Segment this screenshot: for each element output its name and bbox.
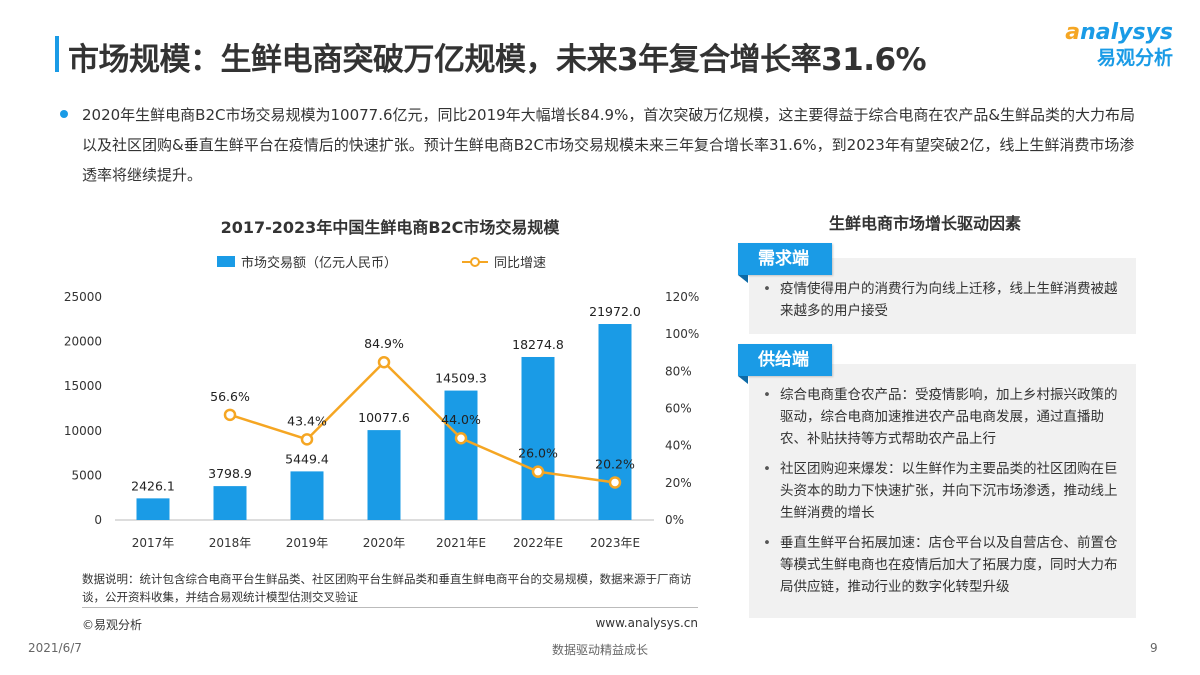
- analysys-logo: analysys 易观分析: [1065, 20, 1173, 69]
- legend-line-swatch: [462, 256, 488, 267]
- x-tick-label: 2020年: [363, 536, 406, 550]
- supply-item: 垂直生鲜平台拓展加速：店仓平台以及自营店仓、前置仓等模式生鲜电商也在疫情后加大了…: [763, 532, 1118, 598]
- legend-bar: 市场交易额（亿元人民币）: [217, 252, 397, 271]
- bar-data-label: 5449.4: [285, 451, 329, 466]
- bar: [444, 390, 478, 520]
- line-point: [454, 431, 468, 445]
- y-right-tick-label: 40%: [665, 439, 692, 453]
- line-data-label: 43.4%: [287, 413, 327, 428]
- bar-data-label: 2426.1: [131, 478, 175, 493]
- bar: [213, 486, 247, 520]
- bar-data-label: 10077.6: [358, 410, 410, 425]
- bar: [521, 356, 555, 520]
- x-tick-label: 2023年E: [590, 536, 640, 550]
- y-left-tick-label: 25000: [64, 290, 102, 304]
- demand-tag: 需求端: [738, 243, 832, 283]
- bar-data-label: 21972.0: [589, 304, 641, 319]
- page-title: 市场规模：生鲜电商突破万亿规模，未来3年复合增长率31.6%: [68, 42, 927, 78]
- line-point: [531, 465, 545, 478]
- bar-data-label: 18274.8: [512, 337, 564, 352]
- line-data-label: 84.9%: [364, 336, 404, 351]
- chart-note: 数据说明：统计包含综合电商平台生鲜品类、社区团购平台生鲜品类和垂直生鲜电商平台的…: [82, 572, 692, 604]
- demand-item: 疫情使得用户的消费行为向线上迁移，线上生鲜消费被越来越多的用户接受: [763, 278, 1118, 322]
- line-point: [223, 408, 237, 422]
- divider: [82, 607, 698, 608]
- line-data-label: 44.0%: [441, 412, 481, 427]
- x-tick-label: 2017年: [132, 536, 175, 550]
- y-right-tick-label: 80%: [665, 364, 692, 378]
- growth-line: [229, 360, 616, 484]
- y-right-tick-label: 100%: [665, 327, 699, 341]
- line-data-label: 20.2%: [595, 456, 635, 471]
- y-left-tick-label: 0: [94, 513, 102, 527]
- x-tick-label: 2022年E: [513, 536, 563, 550]
- drivers-title: 生鲜电商市场增长驱动因素: [828, 214, 1021, 233]
- y-right-tick-label: 0%: [665, 513, 684, 527]
- footer-date: 2021/6/7: [28, 641, 82, 655]
- y-right-tick-label: 20%: [665, 476, 692, 490]
- supply-item: 综合电商重仓农产品：受疫情影响，加上乡村振兴政策的驱动，综合电商加速推进农产品电…: [763, 384, 1118, 450]
- y-right-tick-label: 120%: [665, 290, 699, 304]
- supply-tag: 供给端: [738, 344, 832, 384]
- x-tick-label: 2021年E: [436, 536, 486, 550]
- y-right-tick-label: 60%: [665, 402, 692, 416]
- title-accent-bar: [55, 36, 59, 72]
- line-data-label: 56.6%: [210, 389, 250, 404]
- y-left-tick-label: 20000: [64, 335, 102, 349]
- legend-bar-swatch: [217, 256, 235, 267]
- chart-site: www.analysys.cn: [595, 616, 698, 630]
- bar: [136, 498, 170, 520]
- x-tick-label: 2019年: [286, 536, 329, 550]
- demand-box: 疫情使得用户的消费行为向线上迁移，线上生鲜消费被越来越多的用户接受: [749, 258, 1136, 334]
- y-left-tick-label: 5000: [71, 468, 102, 482]
- line-point: [608, 476, 622, 489]
- line-point: [377, 355, 391, 369]
- bar: [290, 471, 324, 520]
- bar: [598, 324, 632, 520]
- y-left-tick-label: 10000: [64, 424, 102, 438]
- footer-slogan: 数据驱动精益成长: [551, 643, 648, 657]
- line-data-label: 26.0%: [518, 446, 558, 461]
- y-left-tick-label: 15000: [64, 379, 102, 393]
- chart-copyright: ©易观分析: [82, 618, 143, 632]
- line-point: [300, 433, 314, 446]
- x-tick-label: 2018年: [209, 536, 252, 550]
- legend-line: 同比增速: [462, 252, 546, 271]
- page-number: 9: [1150, 641, 1158, 655]
- summary-paragraph: 2020年生鲜电商B2C市场交易规模为10077.6亿元，同比2019年大幅增长…: [60, 100, 1140, 190]
- bar: [367, 430, 401, 520]
- chart-title: 2017-2023年中国生鲜电商B2C市场交易规模: [220, 218, 560, 237]
- bullet-dot-icon: [60, 110, 68, 118]
- supply-box: 综合电商重仓农产品：受疫情影响，加上乡村振兴政策的驱动，综合电商加速推进农产品电…: [749, 364, 1136, 618]
- bar-data-label: 14509.3: [435, 371, 487, 386]
- bar-data-label: 3798.9: [208, 466, 252, 481]
- supply-item: 社区团购迎来爆发：以生鲜作为主要品类的社区团购在巨头资本的助力下快速扩张，并向下…: [763, 458, 1118, 524]
